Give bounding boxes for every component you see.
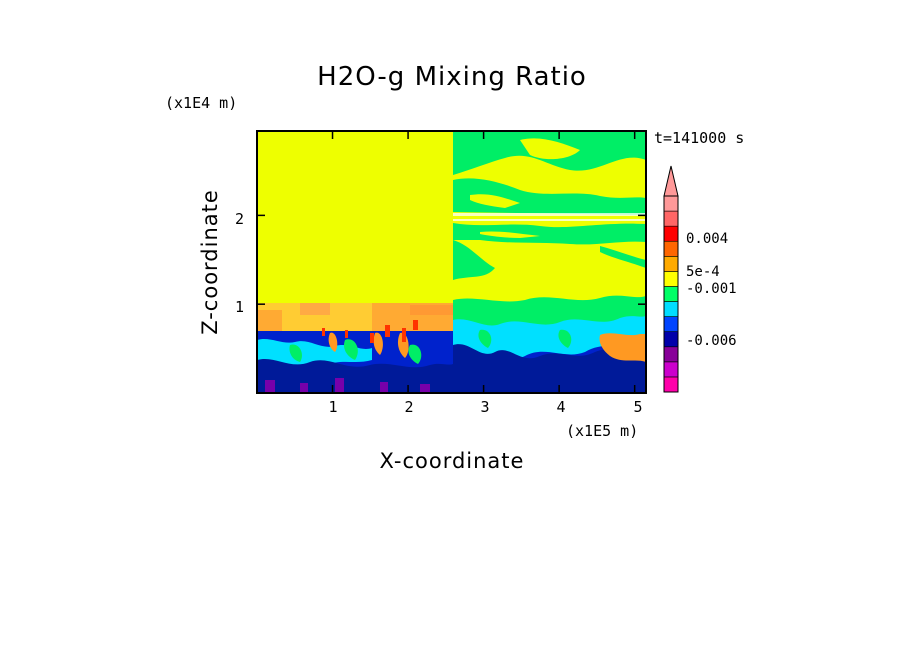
- colorbar-segment-5: [663, 301, 679, 317]
- x-tick-label-5: 5: [633, 398, 642, 416]
- colorbar-segment-8: [663, 256, 679, 272]
- y-tick-marks: [257, 214, 646, 305]
- colorbar-segment-10: [663, 225, 679, 242]
- colorbar-segment-3: [663, 331, 679, 348]
- y-unit-label: (x1E4 m): [165, 94, 237, 112]
- colorbar-segment-2: [663, 346, 679, 363]
- y-tick-label-2: 2: [235, 210, 244, 228]
- colorbar-segment-0: [663, 376, 679, 393]
- lower-layer-purple: [265, 378, 430, 393]
- colorbar-label-neg0001: -0.001: [686, 281, 737, 297]
- lower-layer-red-flecks: [322, 320, 418, 343]
- x-axis-label: X-coordinate: [380, 449, 525, 473]
- colorbar-segment-11: [663, 210, 679, 227]
- x-unit-label: (x1E5 m): [566, 422, 638, 440]
- upper-right-yellow-islands: [470, 138, 580, 238]
- x-tick-marks: [331, 131, 636, 393]
- y-axis-label: Z-coordinate: [198, 189, 222, 335]
- colorbar-label-5e-4: 5e-4: [686, 264, 720, 280]
- upper-right-white-streaks: [453, 213, 646, 221]
- colorbar-label-neg0006: -0.006: [686, 333, 737, 349]
- colorbar-segment-7: [663, 271, 679, 287]
- x-tick-label-4: 4: [556, 398, 565, 416]
- x-tick-label-3: 3: [480, 398, 489, 416]
- colorbar-segment-4: [663, 316, 679, 332]
- region-upper-left: [257, 131, 453, 303]
- time-label: t=141000 s: [654, 129, 744, 147]
- colorbar-segment-12: [663, 195, 679, 212]
- chart-title: H2O-g Mixing Ratio: [317, 62, 587, 92]
- x-tick-label-2: 2: [404, 398, 413, 416]
- colorbar-segment-6: [663, 286, 679, 302]
- y-tick-label-1: 1: [235, 298, 244, 316]
- colorbar-label-0004: 0.004: [686, 231, 728, 247]
- plot-area: [257, 131, 646, 393]
- colorbar: [663, 195, 679, 393]
- colorbar-segment-1: [663, 361, 679, 378]
- colorbar-extend-arrow: [663, 165, 679, 197]
- left-boundary-layer: [257, 303, 453, 333]
- plot-frame: [256, 130, 647, 394]
- colorbar-segment-9: [663, 240, 679, 257]
- x-tick-label-1: 1: [328, 398, 337, 416]
